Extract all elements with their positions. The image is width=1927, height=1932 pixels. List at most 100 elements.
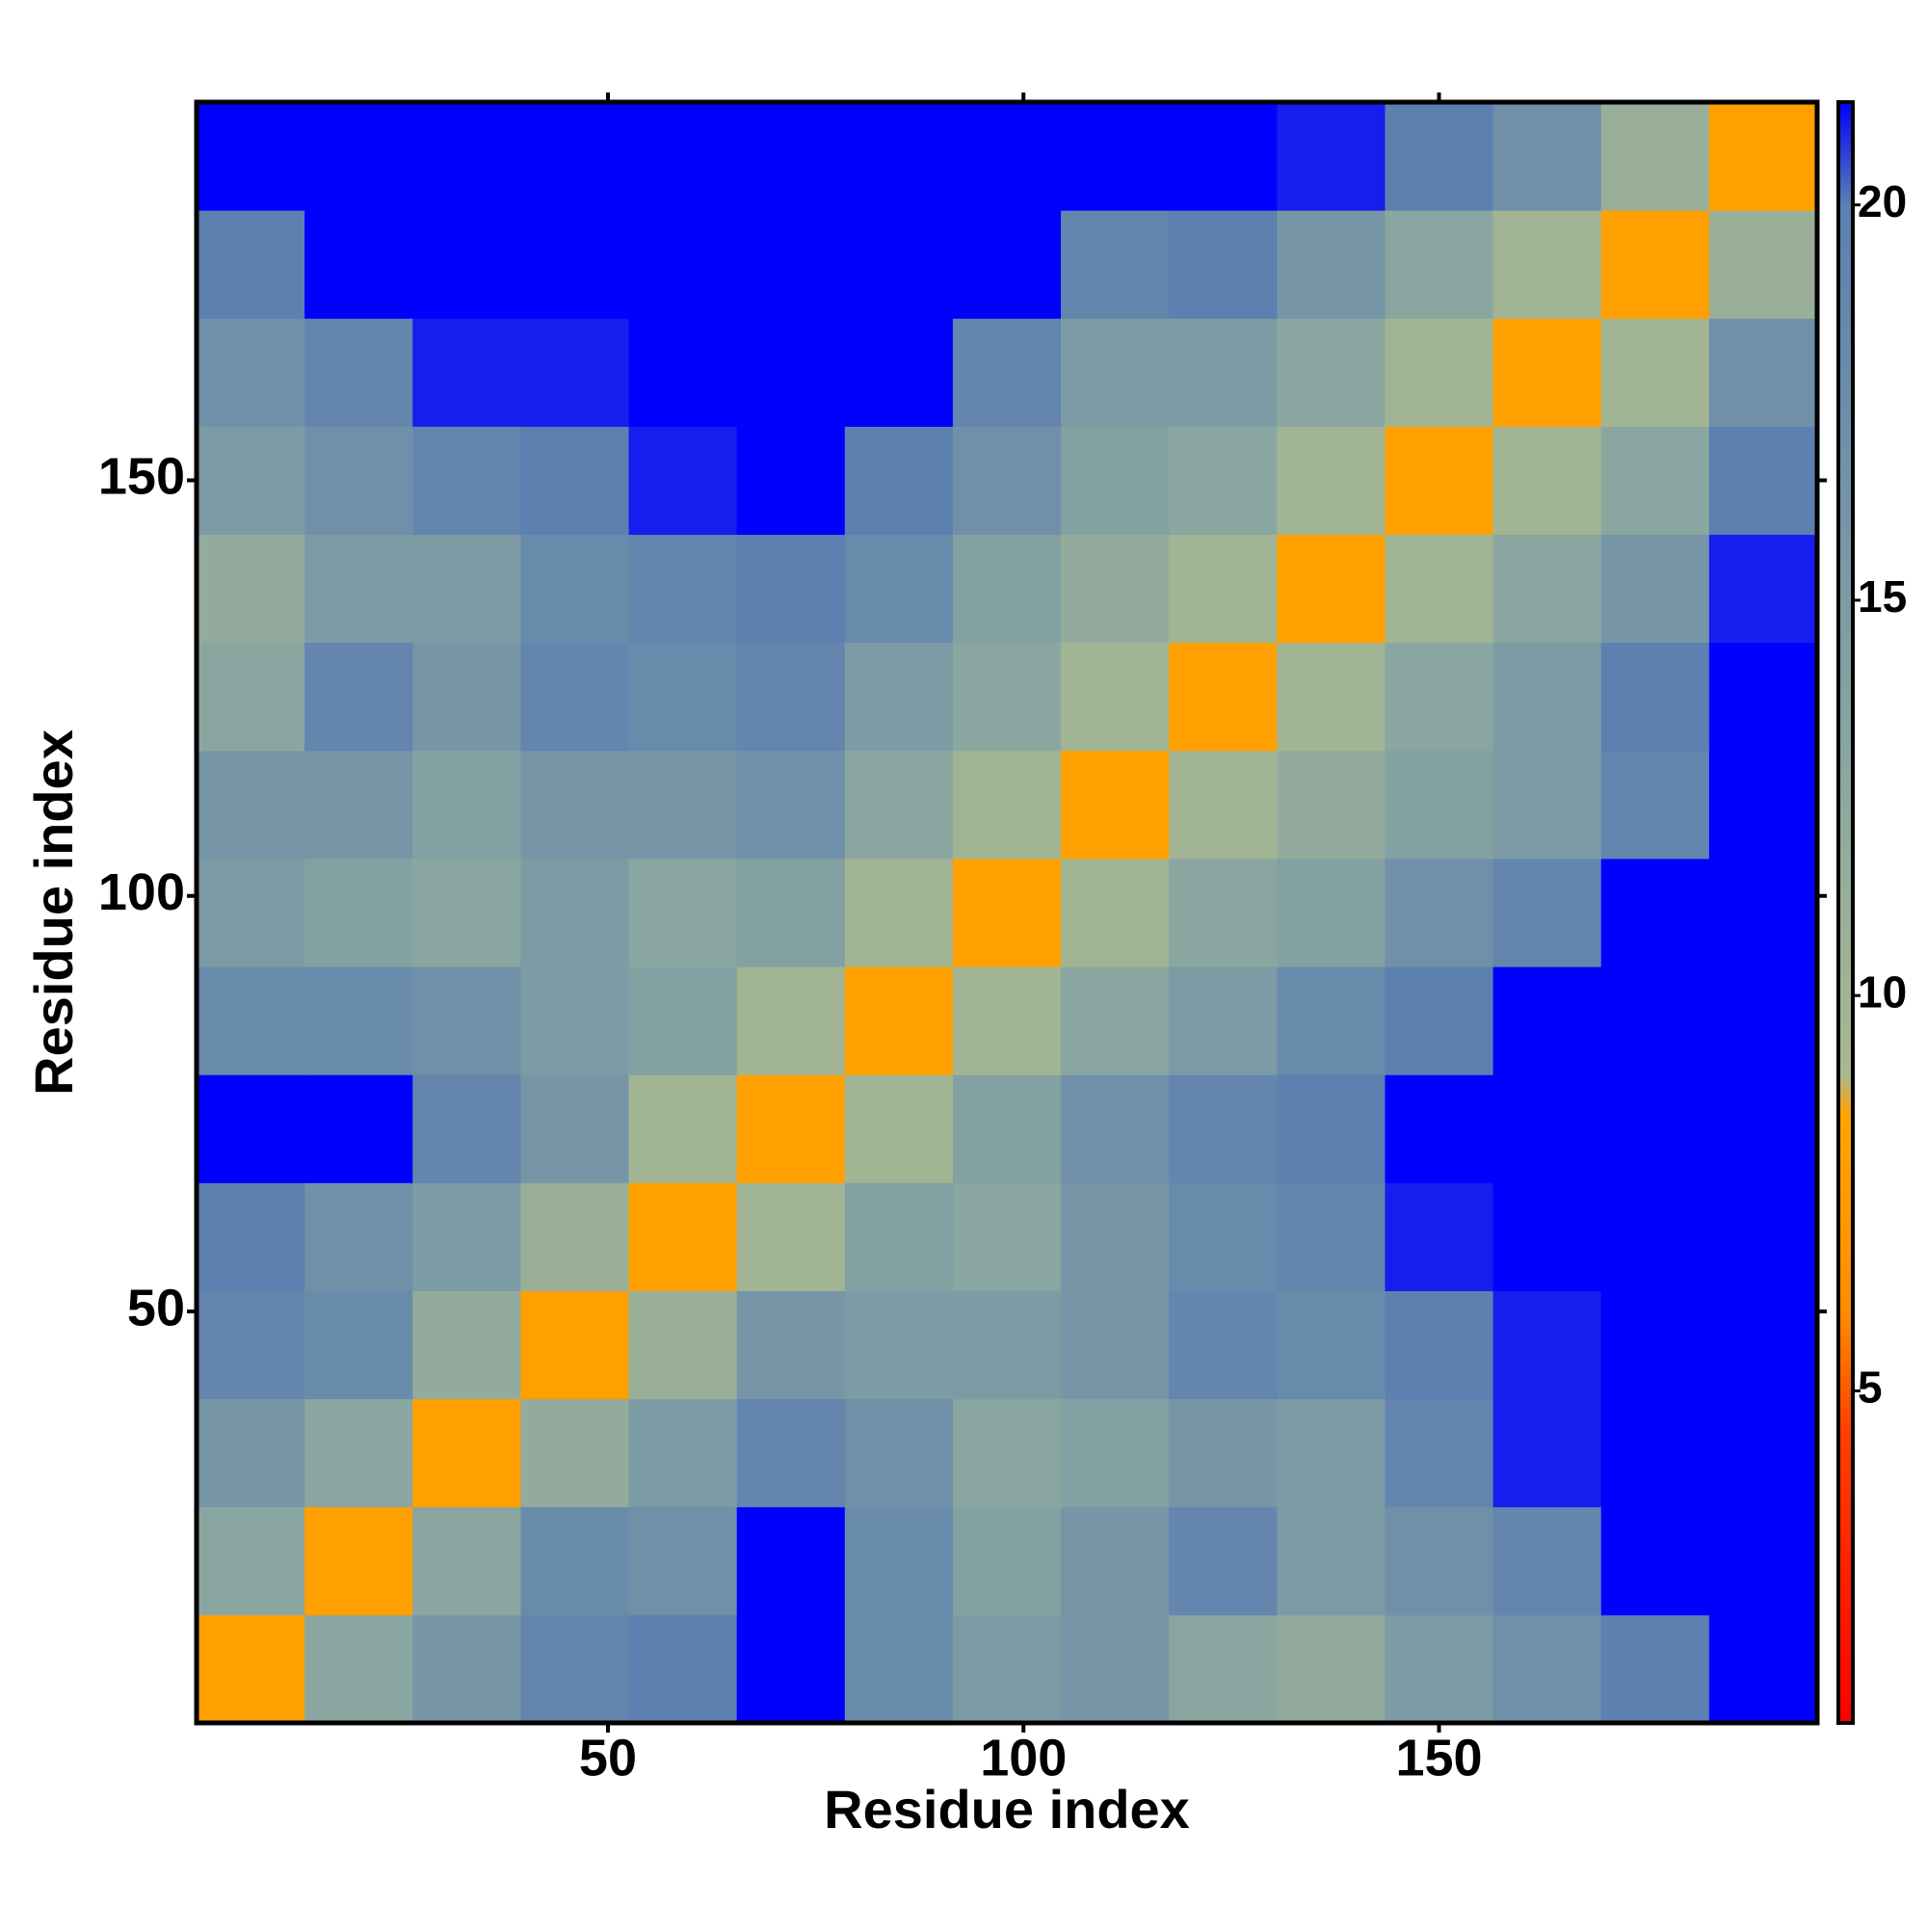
heatmap-cell (1061, 318, 1170, 427)
heatmap-cell (1277, 966, 1386, 1075)
heatmap-cell (197, 1074, 305, 1183)
heatmap-cell (1169, 426, 1278, 536)
heatmap-cell (1600, 318, 1710, 427)
heatmap-cell (412, 858, 521, 967)
heatmap-cell (412, 534, 521, 644)
heatmap-cell (304, 1074, 413, 1183)
heatmap-cell (844, 1290, 954, 1400)
heatmap-cell (520, 1398, 630, 1508)
heatmap-cell (1600, 102, 1710, 211)
heatmap-cell (1169, 210, 1278, 319)
heatmap-cell (1385, 858, 1494, 967)
heatmap-cell (952, 1398, 1062, 1508)
heatmap-cell (197, 1182, 305, 1291)
heatmap-cell (412, 426, 521, 536)
heatmap-cell (304, 750, 413, 860)
heatmap-cell (304, 1614, 413, 1724)
heatmap-cell (1277, 1290, 1386, 1400)
heatmap-cell (1169, 1290, 1278, 1400)
heatmap-cell (844, 1074, 954, 1183)
heatmap-cell (197, 642, 305, 752)
heatmap-cell (628, 1506, 738, 1616)
heatmap-cell (520, 642, 630, 752)
heatmap-cell (1277, 1398, 1386, 1508)
heatmap-cell (844, 1614, 954, 1724)
heatmap-cell (1385, 750, 1494, 860)
heatmap-cell (1277, 534, 1386, 644)
colorbar-tick-label: 10 (1858, 966, 1907, 1017)
heatmap-cell (1061, 534, 1170, 644)
heatmap-cell (304, 426, 413, 536)
heatmap-cell (844, 534, 954, 644)
heatmap-cell (520, 1614, 630, 1724)
heatmap-cell (412, 102, 521, 211)
heatmap-cell (844, 966, 954, 1075)
heatmap-cell (1385, 102, 1494, 211)
heatmap-cell (1169, 318, 1278, 427)
colorbar-tick-label: 20 (1858, 176, 1907, 226)
heatmap-cell (844, 1182, 954, 1291)
heatmap-cell (304, 1398, 413, 1508)
heatmap-cell (1708, 534, 1818, 644)
heatmap-cell (1600, 966, 1710, 1075)
heatmap-cell (1708, 750, 1818, 860)
heatmap-cell (412, 210, 521, 319)
heatmap-cell (1385, 1506, 1494, 1616)
heatmap-cell (1061, 642, 1170, 752)
heatmap-cell (628, 1614, 738, 1724)
heatmap-cell (412, 1182, 521, 1291)
heatmap-cell (1708, 1506, 1818, 1616)
heatmap-cell (844, 1398, 954, 1508)
heatmap-cell (844, 1506, 954, 1616)
heatmap-cell (1708, 1614, 1818, 1724)
heatmap-cell (628, 1182, 738, 1291)
heatmap-cell (520, 966, 630, 1075)
heatmap-cell (1708, 1290, 1818, 1400)
heatmap-cell (628, 534, 738, 644)
heatmap-cell (520, 750, 630, 860)
heatmap-cell (1708, 210, 1818, 319)
heatmap-cell (412, 318, 521, 427)
heatmap-cell (304, 642, 413, 752)
heatmap-cell (304, 102, 413, 211)
heatmap-cell (1708, 102, 1818, 211)
heatmap-cell (1492, 966, 1602, 1075)
heatmap-cell (1600, 1182, 1710, 1291)
heatmap-cell (736, 1398, 846, 1508)
colorbar-tick-label: 15 (1858, 571, 1907, 622)
heatmap-cell (520, 318, 630, 427)
heatmap-cell (1061, 1290, 1170, 1400)
heatmap-cell (1600, 210, 1710, 319)
heatmap-cell (1169, 1074, 1278, 1183)
heatmap-cell (628, 966, 738, 1075)
heatmap-cell (1492, 210, 1602, 319)
heatmap-cell (520, 426, 630, 536)
heatmap-cell (1600, 1506, 1710, 1616)
heatmap-cell (304, 1290, 413, 1400)
heatmap-cell (197, 210, 305, 319)
heatmap-cell (1708, 642, 1818, 752)
heatmap-cell (1277, 318, 1386, 427)
heatmap-cell (952, 426, 1062, 536)
heatmap-cell (1708, 966, 1818, 1075)
heatmap-cell (1061, 1182, 1170, 1291)
heatmap-cell (1277, 1614, 1386, 1724)
heatmap-cell (628, 750, 738, 860)
heatmap-cell (628, 1398, 738, 1508)
heatmap-cell (628, 1074, 738, 1183)
heatmap-cell (1600, 642, 1710, 752)
heatmap-cell (1492, 1290, 1602, 1400)
heatmap-cell (844, 318, 954, 427)
heatmap-cell (952, 1182, 1062, 1291)
heatmap-cell (1492, 534, 1602, 644)
heatmap-cell (952, 750, 1062, 860)
y-tick-label: 100 (98, 863, 185, 921)
heatmap-cell (1277, 426, 1386, 536)
heatmap-cell (197, 966, 305, 1075)
heatmap-cell (952, 318, 1062, 427)
heatmap-cell (1277, 1506, 1386, 1616)
heatmap-cell (844, 858, 954, 967)
heatmap-cell (520, 102, 630, 211)
heatmap-cell (1385, 534, 1494, 644)
heatmap-cell (628, 642, 738, 752)
